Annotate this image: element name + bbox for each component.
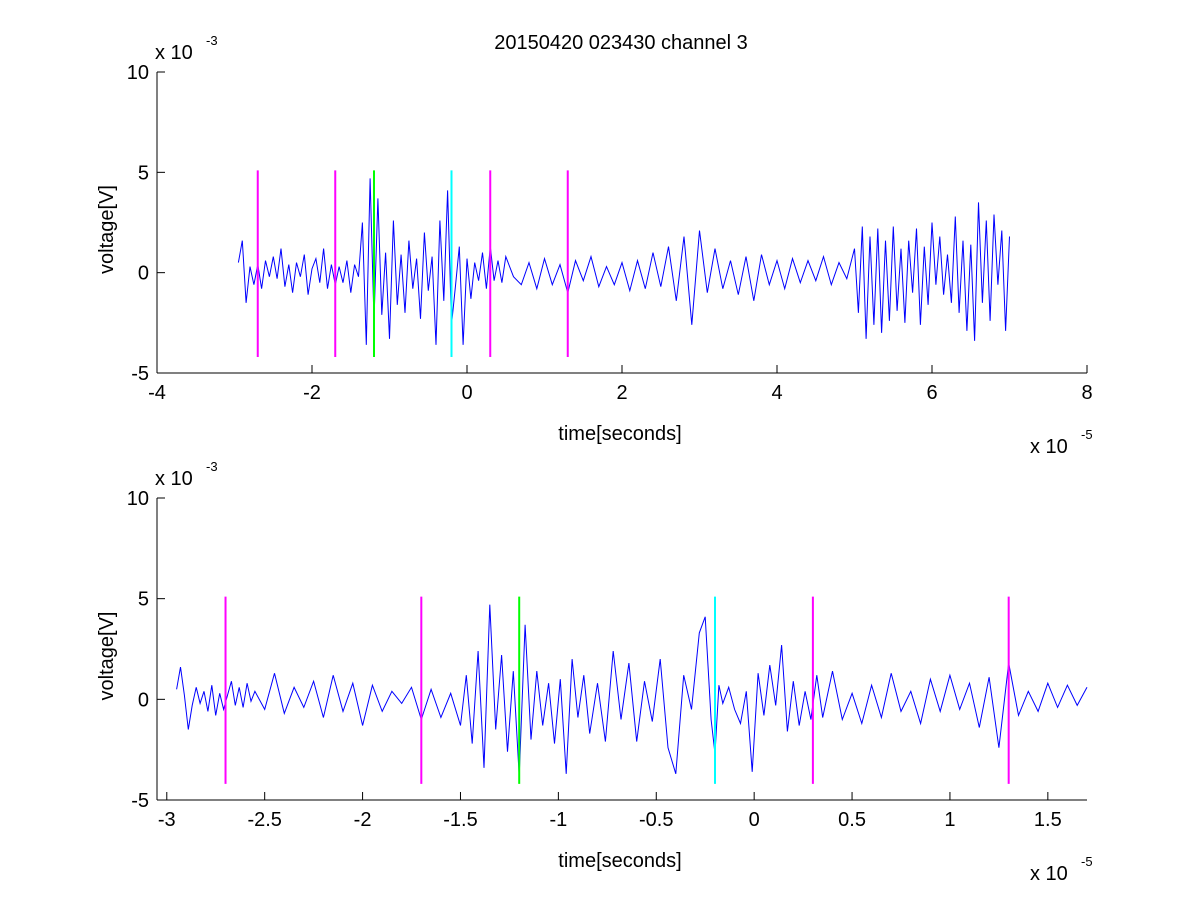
- x-axis-label: time[seconds]: [558, 850, 681, 872]
- y-exponent-label: x 10: [155, 42, 193, 64]
- x-exponent-value: -5: [1081, 854, 1093, 869]
- y-tick-label: 5: [138, 589, 149, 611]
- x-tick-label: 0: [461, 382, 472, 404]
- y-tick-label: 0: [138, 689, 149, 711]
- x-tick-label: 4: [771, 382, 782, 404]
- x-tick-label: -1: [549, 809, 567, 831]
- y-axis-label: voltage[V]: [96, 185, 118, 274]
- x-axis-label: time[seconds]: [558, 423, 681, 445]
- x-tick-label: -2.5: [247, 809, 281, 831]
- x-exponent-label: x 10: [1030, 436, 1068, 458]
- x-tick-label: 2: [616, 382, 627, 404]
- x-exponent-label: x 10: [1030, 863, 1068, 885]
- voltage-trace: [176, 604, 1088, 776]
- y-exponent-value: -3: [206, 33, 218, 48]
- x-tick-label: 8: [1081, 382, 1092, 404]
- y-tick-label: -5: [131, 363, 149, 385]
- x-tick-label: 6: [926, 382, 937, 404]
- x-exponent-value: -5: [1081, 427, 1093, 442]
- x-tick-label: -4: [148, 382, 166, 404]
- bottom-plot: -3 -2.5 -2 -1.5 -1 -0.5 0 0.5 1 1.5 -5 0 5 10 x 10 -3 x …: [96, 459, 1093, 885]
- x-tick-label: 1.5: [1034, 809, 1062, 831]
- y-tick-label: -5: [131, 790, 149, 812]
- x-tick-label: -1.5: [443, 809, 477, 831]
- figure-title: 20150420 023430 channel 3: [494, 32, 748, 54]
- x-tick-label: -3: [158, 809, 176, 831]
- x-tick-label: -0.5: [639, 809, 673, 831]
- x-tick-label: 0: [749, 809, 760, 831]
- x-tick-label: 1: [944, 809, 955, 831]
- y-tick-label: 10: [127, 62, 149, 84]
- y-tick-label: 0: [138, 263, 149, 285]
- y-axis-label: voltage[V]: [96, 612, 118, 701]
- x-tick-label: -2: [303, 382, 321, 404]
- y-tick-label: 10: [127, 488, 149, 510]
- y-tick-label: 5: [138, 162, 149, 184]
- x-tick-label: -2: [354, 809, 372, 831]
- voltage-trace: [237, 178, 1010, 345]
- top-plot: -4 -2 0 2 4 6 8 -5 0 5 10 x 10 -3 x 10 -5 time[seconds]…: [96, 33, 1093, 458]
- x-tick-label: 0.5: [838, 809, 866, 831]
- y-exponent-label: x 10: [155, 468, 193, 490]
- y-exponent-value: -3: [206, 459, 218, 474]
